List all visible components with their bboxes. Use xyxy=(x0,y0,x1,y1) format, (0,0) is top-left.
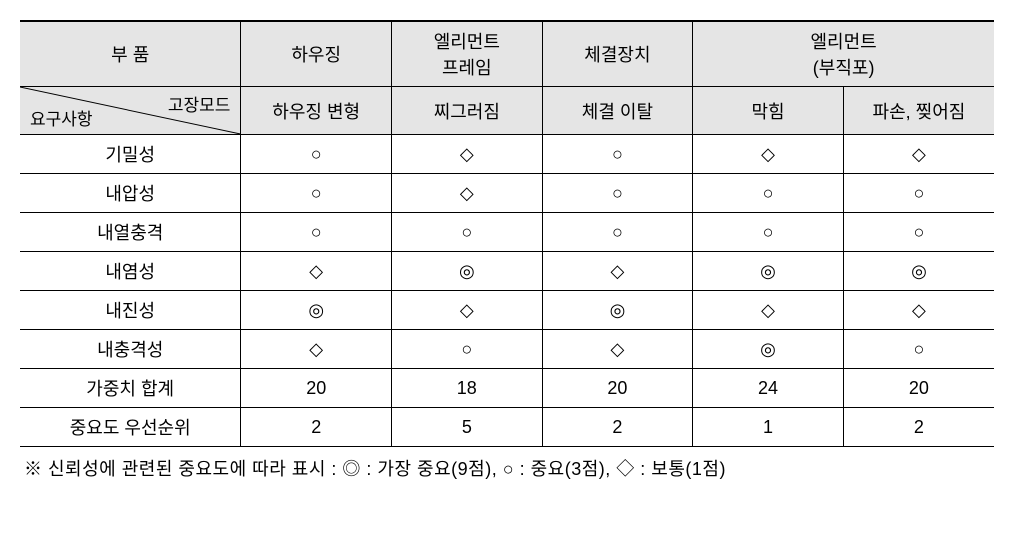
summary-cell: 24 xyxy=(693,369,844,408)
header-sub-4: 파손, 찢어짐 xyxy=(843,87,994,135)
table-row: 내진성◎◇◎◇◇ xyxy=(20,291,994,330)
summary-cell: 20 xyxy=(241,369,392,408)
row-label: 내충격성 xyxy=(20,330,241,369)
cell-symbol: ◇ xyxy=(392,291,543,330)
header-diagonal-cell: 고장모드 요구사항 xyxy=(20,87,241,135)
cell-symbol: ◇ xyxy=(241,330,392,369)
cell-symbol: ◇ xyxy=(693,135,844,174)
header-col-2: 체결장치 xyxy=(542,21,693,87)
cell-symbol: ◎ xyxy=(542,291,693,330)
cell-symbol: ○ xyxy=(843,174,994,213)
header-col-2-text: 체결장치 xyxy=(584,45,650,65)
summary-cell: 2 xyxy=(542,408,693,447)
cell-symbol: ◇ xyxy=(693,291,844,330)
cell-symbol: ○ xyxy=(542,135,693,174)
cell-symbol: ○ xyxy=(693,174,844,213)
summary-cell: 20 xyxy=(542,369,693,408)
cell-symbol: ◎ xyxy=(392,252,543,291)
row-label: 내염성 xyxy=(20,252,241,291)
cell-symbol: ◇ xyxy=(843,291,994,330)
cell-symbol: ○ xyxy=(542,174,693,213)
header-col-3: 엘리먼트 (부직포) xyxy=(693,21,994,87)
row-label: 기밀성 xyxy=(20,135,241,174)
cell-symbol: ◎ xyxy=(843,252,994,291)
cell-symbol: ○ xyxy=(392,213,543,252)
diag-bottom-label: 요구사항 xyxy=(30,105,93,130)
cell-symbol: ◇ xyxy=(843,135,994,174)
cell-symbol: ◇ xyxy=(241,252,392,291)
header-col-1-line2: 프레임 xyxy=(442,58,492,78)
footnote: ※ 신뢰성에 관련된 중요도에 따라 표시 : ◎ : 가장 중요(9점), ○… xyxy=(20,447,994,489)
header-col-1-line1: 엘리먼트 xyxy=(434,32,500,52)
table-row: 내열충격○○○○○ xyxy=(20,213,994,252)
row-label: 내압성 xyxy=(20,174,241,213)
cell-symbol: ○ xyxy=(843,330,994,369)
table-row: 기밀성○◇○◇◇ xyxy=(20,135,994,174)
header-col-1: 엘리먼트프레임 xyxy=(392,21,543,87)
table-row: 내압성○◇○○○ xyxy=(20,174,994,213)
summary-cell: 5 xyxy=(392,408,543,447)
summary-cell: 18 xyxy=(392,369,543,408)
cell-symbol: ○ xyxy=(843,213,994,252)
cell-symbol: ◎ xyxy=(693,252,844,291)
summary-label: 가중치 합계 xyxy=(20,369,241,408)
cell-symbol: ◇ xyxy=(542,330,693,369)
cell-symbol: ○ xyxy=(392,330,543,369)
table-row: 내염성◇◎◇◎◎ xyxy=(20,252,994,291)
cell-symbol: ○ xyxy=(542,213,693,252)
table-row: 내충격성◇○◇◎○ xyxy=(20,330,994,369)
summary-cell: 2 xyxy=(241,408,392,447)
header-sub-3: 막힘 xyxy=(693,87,844,135)
cell-symbol: ◇ xyxy=(542,252,693,291)
summary-row: 중요도 우선순위25212 xyxy=(20,408,994,447)
summary-cell: 20 xyxy=(843,369,994,408)
diag-top-label: 고장모드 xyxy=(168,91,231,116)
summary-label: 중요도 우선순위 xyxy=(20,408,241,447)
header-sub-2: 체결 이탈 xyxy=(542,87,693,135)
header-sub-1: 찌그러짐 xyxy=(392,87,543,135)
cell-symbol: ◎ xyxy=(241,291,392,330)
row-label: 내진성 xyxy=(20,291,241,330)
header-col-0-text: 하우징 xyxy=(291,45,341,65)
cell-symbol: ○ xyxy=(241,174,392,213)
cell-symbol: ○ xyxy=(693,213,844,252)
cell-symbol: ◇ xyxy=(392,135,543,174)
cell-symbol: ○ xyxy=(241,213,392,252)
cell-symbol: ◎ xyxy=(693,330,844,369)
row-label: 내열충격 xyxy=(20,213,241,252)
cell-symbol: ○ xyxy=(241,135,392,174)
reliability-table: 부 품 하우징 엘리먼트프레임 체결장치 엘리먼트 (부직포) 고장모드 요구사항… xyxy=(20,20,994,447)
header-part: 부 품 xyxy=(20,21,241,87)
header-col-0: 하우징 xyxy=(241,21,392,87)
cell-symbol: ◇ xyxy=(392,174,543,213)
summary-cell: 2 xyxy=(843,408,994,447)
table-body: 기밀성○◇○◇◇내압성○◇○○○내열충격○○○○○내염성◇◎◇◎◎내진성◎◇◎◇… xyxy=(20,135,994,447)
header-col-3-line1: 엘리먼트 xyxy=(810,32,876,52)
summary-cell: 1 xyxy=(693,408,844,447)
header-col-3-line2: (부직포) xyxy=(813,58,875,78)
summary-row: 가중치 합계2018202420 xyxy=(20,369,994,408)
header-sub-0: 하우징 변형 xyxy=(241,87,392,135)
